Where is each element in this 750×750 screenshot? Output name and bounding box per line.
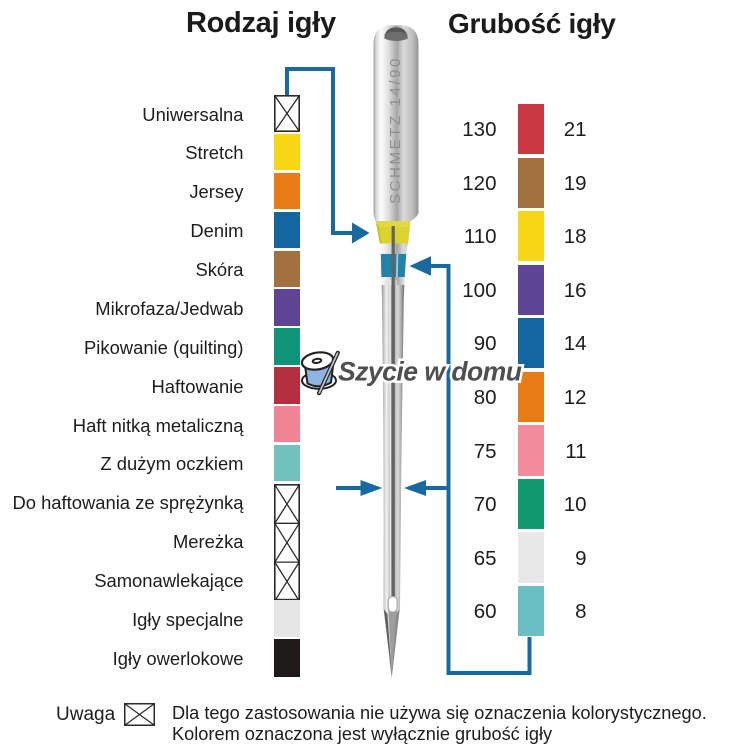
svg-text:Szycie w domu: Szycie w domu xyxy=(338,357,522,387)
svg-text:SCHMETZ 14/90: SCHMETZ 14/90 xyxy=(387,56,404,204)
